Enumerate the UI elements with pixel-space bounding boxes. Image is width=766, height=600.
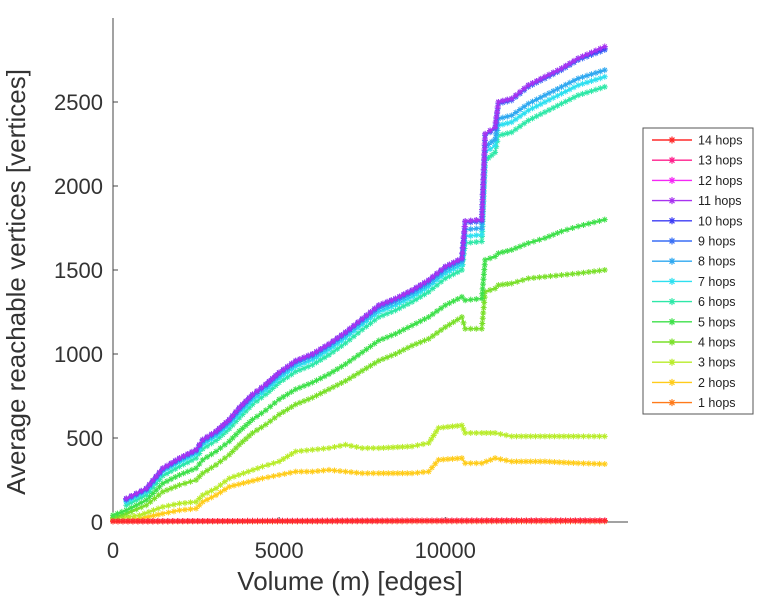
series-layer	[110, 43, 608, 525]
series-line	[125, 45, 606, 500]
y-tick-label: 2500	[54, 90, 103, 115]
x-ticks: 0 5000 10000	[107, 517, 476, 563]
legend-marker	[668, 318, 676, 326]
legend-item: 13 hops	[652, 154, 742, 168]
legend-label: 12 hops	[698, 174, 742, 188]
legend-item: 10 hops	[652, 214, 742, 228]
series-markers	[110, 216, 608, 519]
series-markers	[123, 83, 608, 509]
legend-marker	[668, 176, 676, 184]
legend-marker	[668, 277, 676, 285]
legend-label: 8 hops	[698, 255, 736, 269]
legend-marker	[668, 197, 676, 205]
x-axis-title: Volume (m) [edges]	[237, 566, 462, 596]
legend-marker	[668, 378, 676, 386]
x-tick-label: 5000	[255, 538, 304, 563]
legend-item: 5 hops	[652, 315, 736, 329]
legend-item: 6 hops	[652, 295, 736, 309]
legend-label: 7 hops	[698, 275, 736, 289]
legend-item: 12 hops	[652, 174, 742, 188]
series-5-hops	[110, 216, 608, 519]
legend-label: 4 hops	[698, 336, 736, 350]
legend-label: 9 hops	[698, 235, 736, 249]
legend-marker	[668, 298, 676, 306]
series-line	[112, 269, 605, 519]
legend-marker	[668, 217, 676, 225]
y-tick-label: 1000	[54, 342, 103, 367]
legend-box	[642, 127, 754, 415]
series-10-hops	[123, 45, 608, 502]
legend-item: 3 hops	[652, 356, 736, 370]
series-markers	[110, 517, 608, 525]
legend-label: 13 hops	[698, 154, 742, 168]
legend-item: 9 hops	[652, 235, 736, 249]
legend-marker	[668, 237, 676, 245]
legend-label: 3 hops	[698, 356, 736, 370]
legend-item: 2 hops	[652, 376, 736, 390]
legend-item: 1 hops	[652, 396, 736, 410]
legend-item: 8 hops	[652, 255, 736, 269]
legend: 14 hops 13 hops 12 hops 11 hops 10 hops 9 hop…	[642, 127, 754, 415]
x-tick-label: 10000	[415, 538, 476, 563]
legend-marker	[668, 358, 676, 366]
y-axis-title: Average reachable vertices [vertices]	[1, 69, 31, 495]
series-7-hops	[123, 73, 608, 505]
series-4-hops	[110, 267, 608, 521]
axes: 0 500 1000 1500 2000 2500 0 5000 10000	[54, 18, 628, 563]
series-markers	[110, 267, 608, 521]
y-tick-label: 1500	[54, 258, 103, 283]
legend-marker	[668, 156, 676, 164]
series-markers	[123, 43, 608, 502]
legend-item: 11 hops	[652, 194, 742, 208]
legend-item: 4 hops	[652, 336, 736, 350]
y-tick-label: 2000	[54, 174, 103, 199]
legend-marker	[668, 399, 676, 407]
legend-items: 14 hops 13 hops 12 hops 11 hops 10 hops 9 hop…	[652, 134, 742, 410]
series-markers	[123, 45, 608, 502]
x-tick-label: 0	[107, 538, 119, 563]
legend-label: 6 hops	[698, 295, 736, 309]
series-line	[125, 86, 605, 506]
legend-marker	[668, 136, 676, 144]
y-tick-label: 0	[91, 510, 103, 535]
series-14-hops	[110, 517, 608, 525]
legend-label: 11 hops	[698, 194, 742, 208]
legend-label: 14 hops	[698, 134, 742, 148]
legend-marker	[668, 338, 676, 346]
y-tick-label: 500	[66, 426, 103, 451]
y-ticks: 0 500 1000 1500 2000 2500	[54, 90, 118, 535]
legend-item: 7 hops	[652, 275, 736, 289]
series-markers	[123, 73, 608, 505]
legend-label: 10 hops	[698, 214, 742, 228]
legend-marker	[668, 257, 676, 265]
series-6-hops	[123, 83, 608, 509]
legend-label: 1 hops	[698, 396, 736, 410]
legend-label: 5 hops	[698, 315, 736, 329]
legend-label: 2 hops	[698, 376, 736, 390]
legend-item: 14 hops	[652, 134, 742, 148]
series-11-hops	[123, 43, 608, 502]
